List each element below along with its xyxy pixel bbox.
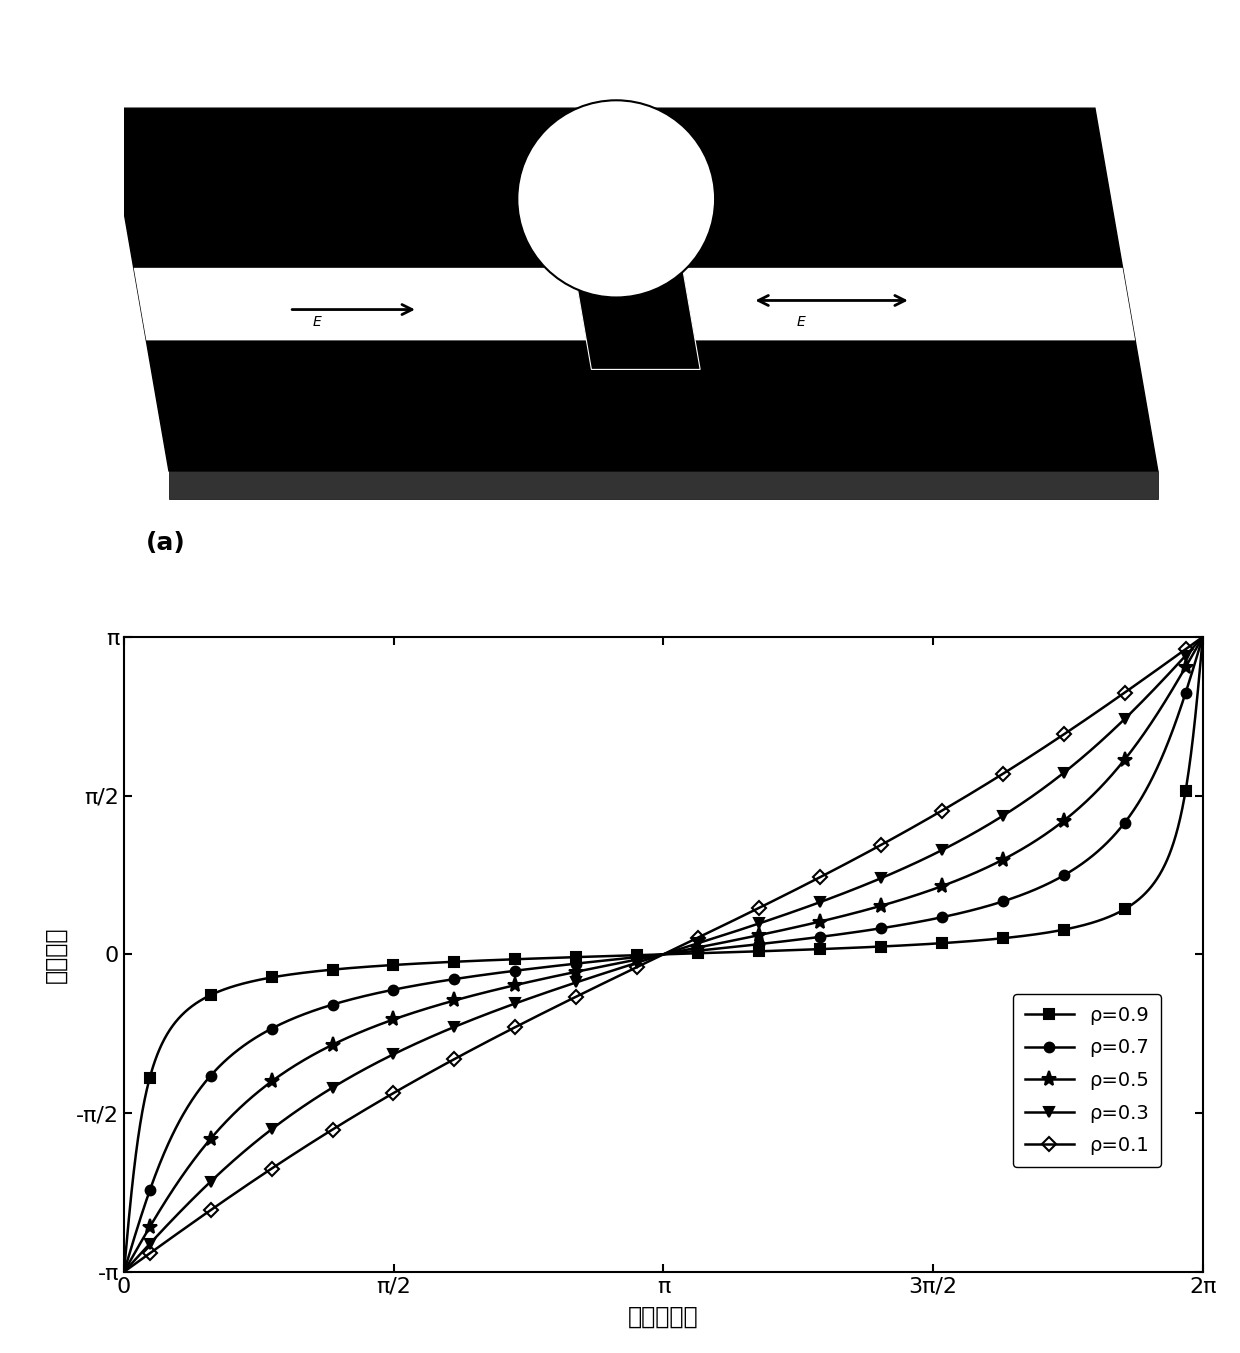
Text: $E$: $E$ [796, 315, 807, 329]
Y-axis label: 有效相移: 有效相移 [43, 925, 68, 982]
Text: (a): (a) [145, 530, 185, 555]
Polygon shape [569, 238, 701, 369]
Polygon shape [682, 268, 1135, 341]
Polygon shape [134, 268, 587, 341]
Legend: ρ=0.9, ρ=0.7, ρ=0.5, ρ=0.3, ρ=0.1: ρ=0.9, ρ=0.7, ρ=0.5, ρ=0.3, ρ=0.1 [1013, 994, 1161, 1166]
Text: $E$: $E$ [312, 315, 322, 329]
X-axis label: 单循环相移: 单循环相移 [629, 1306, 698, 1329]
Polygon shape [169, 471, 1158, 499]
Ellipse shape [517, 100, 715, 298]
Polygon shape [105, 108, 1158, 471]
